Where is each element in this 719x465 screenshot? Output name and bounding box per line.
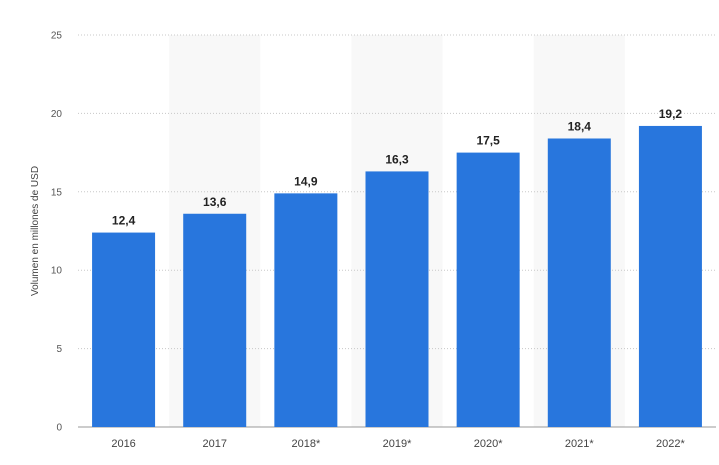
x-tick-label: 2021* [565, 438, 594, 450]
bars [92, 125, 702, 427]
x-axis-ticks: 2016 2017 2018* 2019* 2020* 2021* 2022* [111, 438, 685, 450]
x-tick-label: 2020* [474, 438, 503, 450]
x-tick-label: 2016 [111, 438, 135, 450]
y-tick-label: 25 [51, 31, 63, 42]
y-tick-label: 5 [56, 344, 62, 355]
x-tick-label: 2017 [202, 438, 226, 450]
data-labels: 12,4 13,6 14,9 16,3 17,5 18,4 19,2 [112, 107, 683, 228]
y-tick-label: 20 [51, 109, 63, 120]
data-label: 18,4 [568, 119, 592, 133]
x-tick-label: 2018* [291, 438, 320, 450]
y-tick-label: 10 [51, 266, 63, 277]
data-label: 16,3 [385, 152, 409, 166]
data-label: 19,2 [659, 107, 683, 121]
data-label: 13,6 [203, 195, 227, 209]
y-tick-label: 0 [56, 423, 62, 434]
x-tick-label: 2022* [656, 438, 685, 450]
bar[interactable] [92, 232, 156, 427]
bar[interactable] [274, 193, 338, 427]
bar[interactable] [183, 213, 247, 427]
bar[interactable] [456, 152, 520, 427]
data-label: 14,9 [294, 174, 318, 188]
bar[interactable] [365, 171, 429, 427]
x-tick-label: 2019* [383, 438, 412, 450]
y-axis-title: Volumen en millones de USD [30, 166, 41, 296]
data-label: 12,4 [112, 214, 136, 228]
data-label: 17,5 [476, 134, 500, 148]
y-axis-ticks: 0 5 10 15 20 25 [51, 31, 63, 434]
bar[interactable] [547, 138, 611, 427]
y-tick-label: 15 [51, 187, 63, 198]
bar[interactable] [638, 125, 702, 427]
